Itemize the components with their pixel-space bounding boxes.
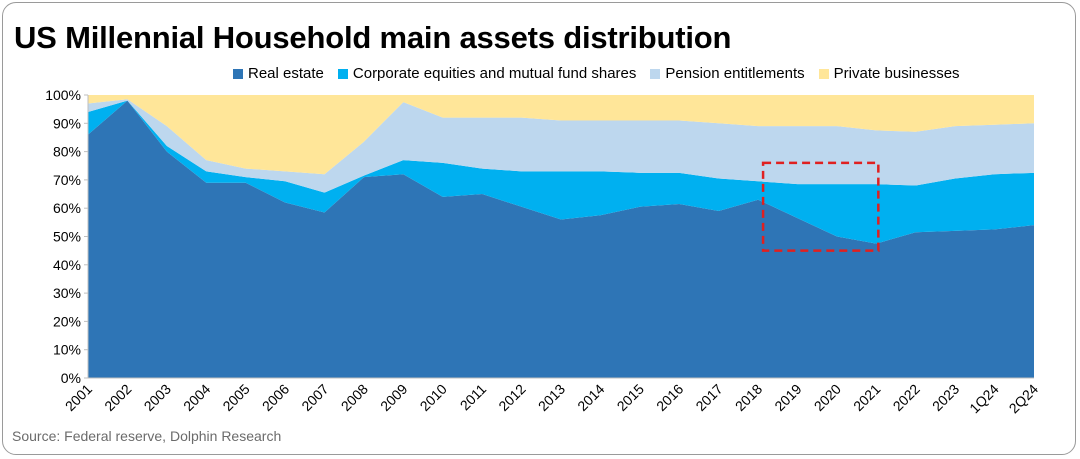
x-tick-label: 2018 (732, 381, 765, 414)
x-tick-label: 2002 (101, 381, 134, 414)
x-tick-label: 2009 (377, 381, 410, 414)
x-tick-label: 2008 (338, 381, 371, 414)
area-real-estate (88, 100, 1034, 378)
legend-label-private-businesses: Private businesses (833, 65, 960, 82)
x-tick-label: 2Q24 (1006, 381, 1042, 417)
x-tick-label: 2014 (574, 381, 607, 414)
y-tick-label: 90% (53, 115, 81, 131)
chart-legend: Real estate Corporate equities and mutua… (233, 65, 960, 82)
chart-title: US Millennial Household main assets dist… (14, 20, 732, 55)
legend-item-private-businesses: Private businesses (818, 65, 960, 82)
legend-item-pension: Pension entitlements (650, 65, 805, 82)
y-tick-label: 20% (53, 313, 81, 329)
y-tick-label: 50% (53, 229, 81, 245)
x-tick-label: 2012 (495, 381, 528, 414)
x-tick-label: 2023 (929, 381, 962, 414)
source-note: Source: Federal reserve, Dolphin Researc… (12, 428, 282, 444)
x-tick-label: 2022 (890, 381, 923, 414)
area-corporate-equities-and-mutual-fund-shares (88, 100, 1034, 244)
x-tick-label: 2015 (614, 381, 647, 414)
x-tick-label: 2016 (653, 381, 686, 414)
area-pension-entitlements (88, 99, 1034, 193)
x-tick-label: 2005 (219, 381, 252, 414)
y-tick-label: 0% (61, 370, 81, 386)
legend-swatch-pension (650, 68, 661, 79)
x-tick-label: 2021 (850, 381, 883, 414)
y-tick-label: 60% (53, 200, 81, 216)
x-tick-label: 2020 (811, 381, 844, 414)
x-tick-label: 2017 (692, 381, 725, 414)
legend-swatch-real-estate (233, 68, 243, 79)
x-tick-label: 2003 (141, 381, 174, 414)
y-tick-label: 30% (53, 285, 81, 301)
y-tick-label: 10% (53, 342, 81, 358)
highlight-box (761, 161, 880, 252)
x-tick-label: 2004 (180, 381, 213, 414)
legend-label-pension: Pension entitlements (665, 65, 805, 82)
legend-swatch-private-businesses (818, 68, 829, 79)
legend-item-real-estate: Real estate (233, 65, 324, 82)
legend-label-real-estate: Real estate (248, 65, 324, 82)
x-tick-label: 2013 (535, 381, 568, 414)
y-tick-label: 100% (45, 87, 81, 103)
x-tick-label: 2007 (298, 381, 331, 414)
x-tick-label: 2019 (771, 381, 804, 414)
legend-item-corporate-equities: Corporate equities and mutual fund share… (337, 65, 637, 82)
y-tick-label: 80% (53, 144, 81, 160)
x-tick-label: 2006 (259, 381, 292, 414)
legend-label-corporate-equities: Corporate equities and mutual fund share… (352, 65, 637, 82)
x-tick-label: 2011 (457, 381, 490, 414)
x-tick-label: 2010 (417, 381, 450, 414)
x-tick-label: 1Q24 (966, 381, 1002, 417)
y-tick-label: 40% (53, 257, 81, 273)
y-tick-label: 70% (53, 172, 81, 188)
area-private-businesses (88, 95, 1034, 175)
legend-swatch-corporate-equities (337, 68, 348, 79)
